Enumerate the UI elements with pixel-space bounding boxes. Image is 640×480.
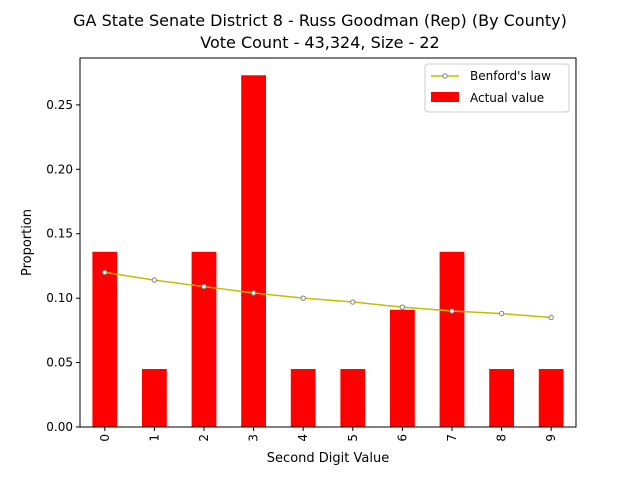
bar-digit-3	[241, 75, 266, 428]
y-tick-label: 0.00	[46, 420, 73, 434]
bar-digit-8	[489, 369, 514, 427]
benford-point-7	[449, 308, 455, 314]
x-tick-label: 0	[98, 434, 112, 442]
bar-digit-4	[290, 369, 316, 427]
y-tick-label: 0.15	[46, 227, 73, 241]
axes: 0.00 0.05 0.10 0.15 0.20 0.25 0 1 2 3 4 5 6 7 8 9 Second…	[20, 57, 577, 466]
y-tick-label: 0.10	[46, 291, 73, 305]
benford-point-0	[102, 269, 108, 276]
line-series	[102, 269, 554, 321]
legend-label-actual: Actual value	[470, 91, 544, 105]
chart-title-line-1: GA State Senate District 8 - Russ Goodma…	[73, 11, 567, 30]
bar-digit-2	[191, 251, 217, 427]
benford-point-9	[548, 314, 554, 321]
benford-point-6	[399, 304, 406, 310]
x-tick-label: 4	[296, 434, 310, 442]
benford-point-1	[151, 277, 158, 283]
x-tick-label: 1	[147, 434, 161, 442]
x-tick-label: 9	[544, 434, 558, 442]
legend: Benford's law Actual value	[424, 63, 570, 113]
x-tick-label: 8	[495, 434, 509, 442]
y-tick-label: 0.05	[46, 356, 73, 370]
bar-digit-1	[142, 369, 167, 427]
legend-label-benford: Benford's law	[470, 69, 551, 83]
benford-point-2	[201, 283, 207, 290]
x-axis-label: Second Digit Value	[267, 451, 389, 466]
x-tick-label: 7	[445, 434, 459, 442]
bar-series	[92, 75, 564, 428]
bar-digit-7	[439, 251, 465, 427]
y-axis-label: Proportion	[20, 209, 35, 276]
legend-box	[424, 63, 570, 113]
chart-title-line-2: Vote Count - 43,324, Size - 22	[200, 33, 440, 52]
y-tick-label: 0.20	[46, 162, 73, 176]
legend-bar-swatch	[431, 92, 459, 102]
legend-line-marker	[442, 73, 448, 79]
benford-point-4	[300, 295, 306, 301]
bar-digit-0	[92, 251, 118, 427]
benford-point-8	[498, 310, 505, 317]
benford-line	[104, 271, 552, 319]
x-tick-label: 6	[395, 434, 409, 442]
bar-digit-5	[340, 369, 366, 427]
plot-frame	[79, 57, 577, 428]
x-tick-label: 5	[346, 434, 360, 442]
x-tick-label: 3	[247, 434, 261, 442]
y-tick-label: 0.25	[46, 98, 73, 112]
benford-point-5	[350, 299, 356, 305]
bar-digit-6	[390, 309, 415, 427]
bar-digit-9	[538, 369, 564, 427]
x-tick-label: 2	[197, 434, 211, 442]
benford-point-3	[250, 290, 257, 296]
